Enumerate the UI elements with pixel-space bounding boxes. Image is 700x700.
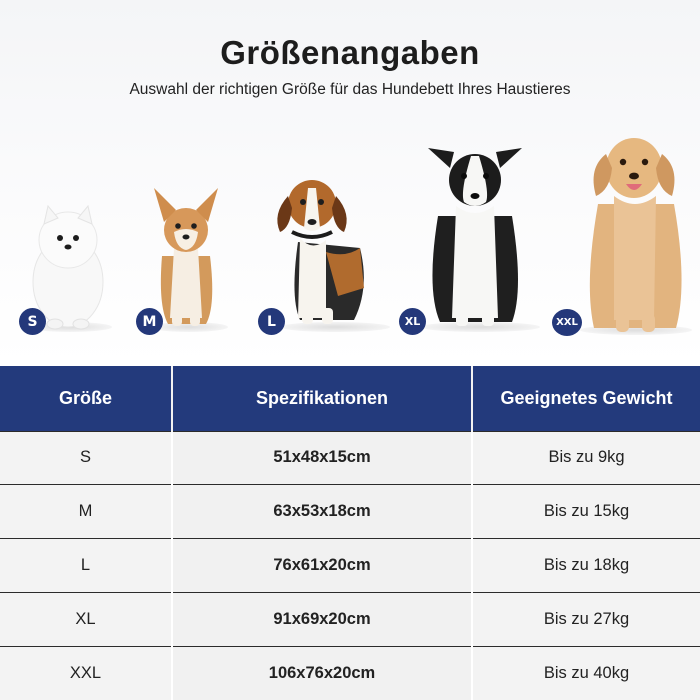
table-row: XL 91x69x20cm Bis zu 27kg (0, 591, 700, 647)
size-table: Größe Spezifikationen Geeignetes Gewicht… (0, 366, 700, 700)
cell-weight: Bis zu 27kg (472, 591, 700, 647)
pomeranian-dog-icon (32, 204, 104, 330)
column-header-size: Größe (0, 366, 173, 431)
size-badge-xxl: XXL (552, 309, 582, 336)
table-row: L 76x61x20cm Bis zu 18kg (0, 538, 700, 593)
column-header-weight: Geeignetes Gewicht (472, 366, 700, 431)
cell-size: S (0, 430, 173, 485)
golden-retriever-dog-icon (589, 138, 682, 332)
size-badge-l: L (258, 308, 285, 335)
cell-weight: Bis zu 9kg (472, 430, 700, 485)
floor-shadow (420, 322, 540, 332)
size-badge-s: S (19, 308, 46, 335)
cell-weight: Bis zu 18kg (472, 538, 700, 593)
floor-shadow (150, 322, 228, 332)
beagle-dog-icon (277, 180, 364, 324)
size-badge-m: M (136, 308, 163, 335)
corgi-dog-icon (154, 188, 218, 326)
page-title: Größenangaben (220, 34, 480, 71)
table-row: XXL 106x76x20cm Bis zu 40kg (0, 645, 700, 700)
column-header-specifications: Spezifikationen (172, 366, 473, 431)
cell-size: L (0, 538, 173, 593)
cell-size: M (0, 484, 173, 539)
cell-spec: 51x48x15cm (172, 430, 473, 485)
cell-size: XL (0, 591, 173, 647)
cell-size: XXL (0, 645, 173, 700)
cell-spec: 63x53x18cm (172, 484, 473, 539)
cell-spec: 91x69x20cm (172, 591, 473, 647)
size-badge-xl: XL (399, 308, 426, 335)
table-row: S 51x48x15cm Bis zu 9kg (0, 430, 700, 485)
dog-size-illustration: Größenangaben Auswahl der richtigen Größ… (0, 0, 700, 366)
cell-weight: Bis zu 40kg (472, 645, 700, 700)
cell-weight: Bis zu 15kg (472, 484, 700, 539)
floor-shadow (580, 325, 692, 335)
floor-shadow (280, 322, 390, 332)
border-collie-dog-icon (428, 148, 522, 326)
table-row: M 63x53x18cm Bis zu 15kg (0, 484, 700, 539)
cell-spec: 76x61x20cm (172, 538, 473, 593)
table-header-row: Größe Spezifikationen Geeignetes Gewicht (0, 366, 700, 431)
page-subtitle: Auswahl der richtigen Größe für das Hund… (129, 81, 571, 98)
cell-spec: 106x76x20cm (172, 645, 473, 700)
